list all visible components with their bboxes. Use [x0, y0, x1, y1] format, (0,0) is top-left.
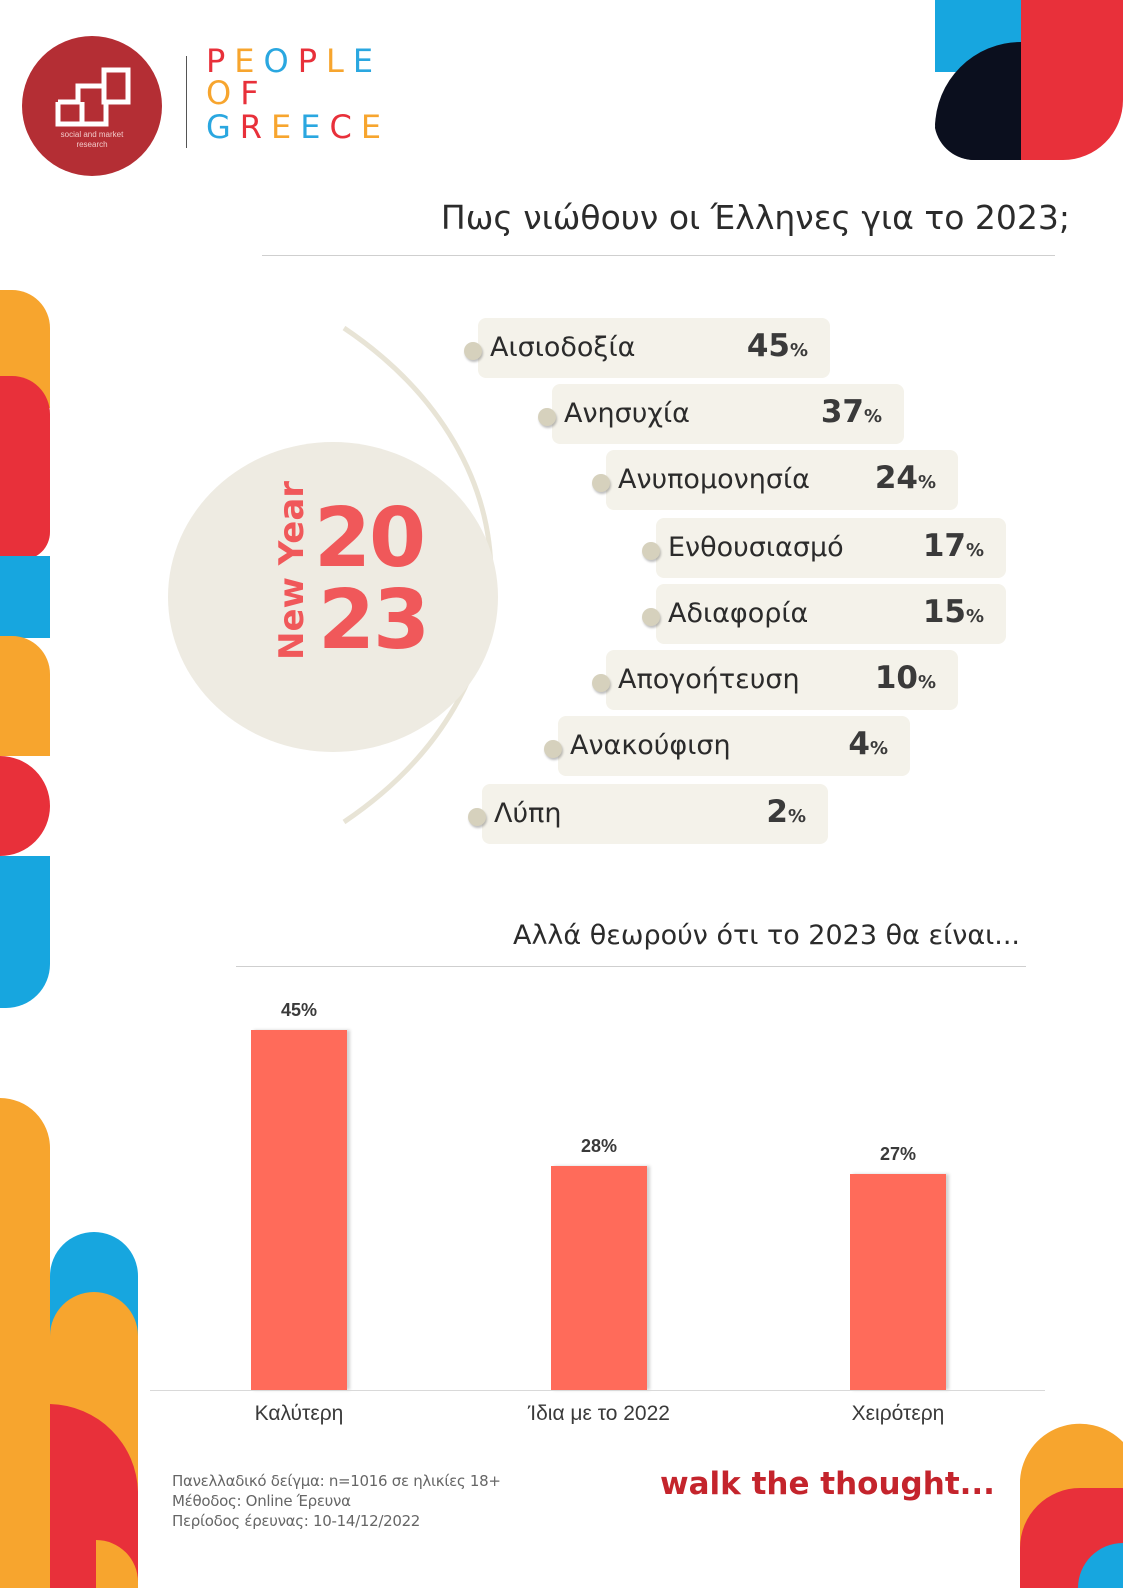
feeling-number: 10 — [874, 660, 918, 696]
category-label: Καλύτερη — [254, 1402, 344, 1425]
feeling-value: 4% — [848, 726, 888, 762]
category-label: Ίδια με το 2022 — [528, 1402, 670, 1425]
feeling-unit: % — [869, 738, 888, 759]
bullet-icon — [544, 740, 562, 758]
chart-title: Αλλά θεωρούν ότι το 2023 θα είναι... — [512, 920, 1020, 951]
bar-value-label: 45% — [280, 1000, 318, 1020]
feeling-label: Αισιοδοξία — [490, 332, 636, 363]
bar-value-label: 27% — [879, 1144, 917, 1164]
year-top: 20 — [314, 491, 426, 586]
slogan: walk the thought... — [660, 1466, 995, 1502]
year-bottom: 23 — [318, 573, 430, 668]
feeling-label: Ανησυχία — [564, 398, 690, 429]
brand-letter: E — [360, 108, 391, 146]
feeling-label: Ανυπομονησία — [618, 464, 810, 495]
brand-line-3: GREECE — [206, 110, 390, 144]
feeling-row: Απογοήτευση 10% — [592, 650, 958, 710]
feeling-unit: % — [965, 606, 984, 627]
feeling-label: Αδιαφορία — [668, 598, 809, 629]
page-title: Πως νιώθουν οι Έλληνες για το 2023; — [440, 198, 1070, 237]
feeling-number: 4 — [848, 726, 870, 762]
brand-letter: L — [326, 42, 353, 80]
feeling-unit: % — [863, 406, 882, 427]
feeling-value: 10% — [875, 660, 936, 696]
brand-letter: E — [271, 108, 301, 146]
bar — [551, 1166, 647, 1390]
brand-letter: E — [234, 42, 264, 80]
feeling-number: 2 — [766, 794, 788, 830]
logo-subtitle: social and market research — [60, 130, 124, 149]
feeling-value: 45% — [747, 328, 808, 364]
feeling-row: Αδιαφορία 15% — [642, 584, 1006, 644]
title-divider — [262, 255, 1055, 256]
feeling-row: Ανυπομονησία 24% — [592, 450, 958, 510]
feeling-number: 15 — [922, 594, 966, 630]
feeling-label: Ενθουσιασμό — [668, 532, 844, 563]
feeling-value: 17% — [923, 528, 984, 564]
brand-letter: E — [300, 108, 330, 146]
bullet-icon — [592, 674, 610, 692]
feeling-row: Λύπη 2% — [468, 784, 828, 844]
brand-letter: C — [329, 108, 361, 146]
feeling-value: 37% — [821, 394, 882, 430]
brand-line-2: OF — [206, 76, 268, 110]
feeling-number: 17 — [922, 528, 966, 564]
feeling-row: Ενθουσιασμό 17% — [642, 518, 1006, 578]
bar-value-label: 28% — [580, 1136, 618, 1156]
feeling-value: 24% — [875, 460, 936, 496]
feeling-unit: % — [789, 340, 808, 361]
bullet-icon — [592, 474, 610, 492]
brand-letter: E — [352, 42, 383, 80]
feeling-number: 24 — [874, 460, 918, 496]
feeling-number: 45 — [746, 328, 790, 364]
feeling-unit: % — [965, 540, 984, 561]
feeling-unit: % — [917, 472, 936, 493]
brand-letter: F — [240, 74, 268, 112]
logo — [22, 36, 162, 176]
brand-letter: P — [297, 42, 326, 80]
feeling-row: Ανακούφιση 4% — [544, 716, 910, 776]
bullet-icon — [642, 542, 660, 560]
feeling-label: Ανακούφιση — [570, 730, 731, 761]
logo-divider — [186, 56, 187, 148]
feeling-label: Λύπη — [494, 798, 562, 829]
footer-period: Περίοδος έρευνας: 10-14/12/2022 — [172, 1512, 421, 1530]
brand-line-1: PEOPLE — [206, 44, 382, 78]
brand-letter: R — [239, 108, 272, 146]
feeling-label: Απογοήτευση — [618, 664, 800, 695]
brand-letter: P — [206, 42, 235, 80]
new-year-label: New Year — [272, 480, 312, 660]
brand-letter: G — [206, 108, 240, 146]
bar — [850, 1174, 946, 1390]
bullet-icon — [642, 608, 660, 626]
bullet-icon — [468, 808, 486, 826]
footer-sample: Πανελλαδικό δείγμα: n=1016 σε ηλικίες 18… — [172, 1472, 501, 1490]
chart-title-divider — [236, 966, 1026, 967]
x-axis — [150, 1390, 1045, 1391]
feeling-row: Αισιοδοξία 45% — [464, 318, 830, 378]
feeling-value: 15% — [923, 594, 984, 630]
category-label: Χειρότερη — [851, 1402, 945, 1425]
feeling-value: 2% — [766, 794, 806, 830]
logo-mark-icon — [55, 67, 131, 127]
brand-letter: O — [263, 42, 298, 80]
feeling-row: Ανησυχία 37% — [538, 384, 904, 444]
feeling-unit: % — [787, 806, 806, 827]
bullet-icon — [538, 408, 556, 426]
feeling-number: 37 — [820, 394, 864, 430]
year-badge — [168, 442, 498, 752]
bullet-icon — [464, 342, 482, 360]
footer-method: Μέθοδος: Online Έρευνα — [172, 1492, 351, 1510]
bar — [251, 1030, 347, 1390]
brand-letter: O — [206, 74, 241, 112]
feeling-unit: % — [917, 672, 936, 693]
